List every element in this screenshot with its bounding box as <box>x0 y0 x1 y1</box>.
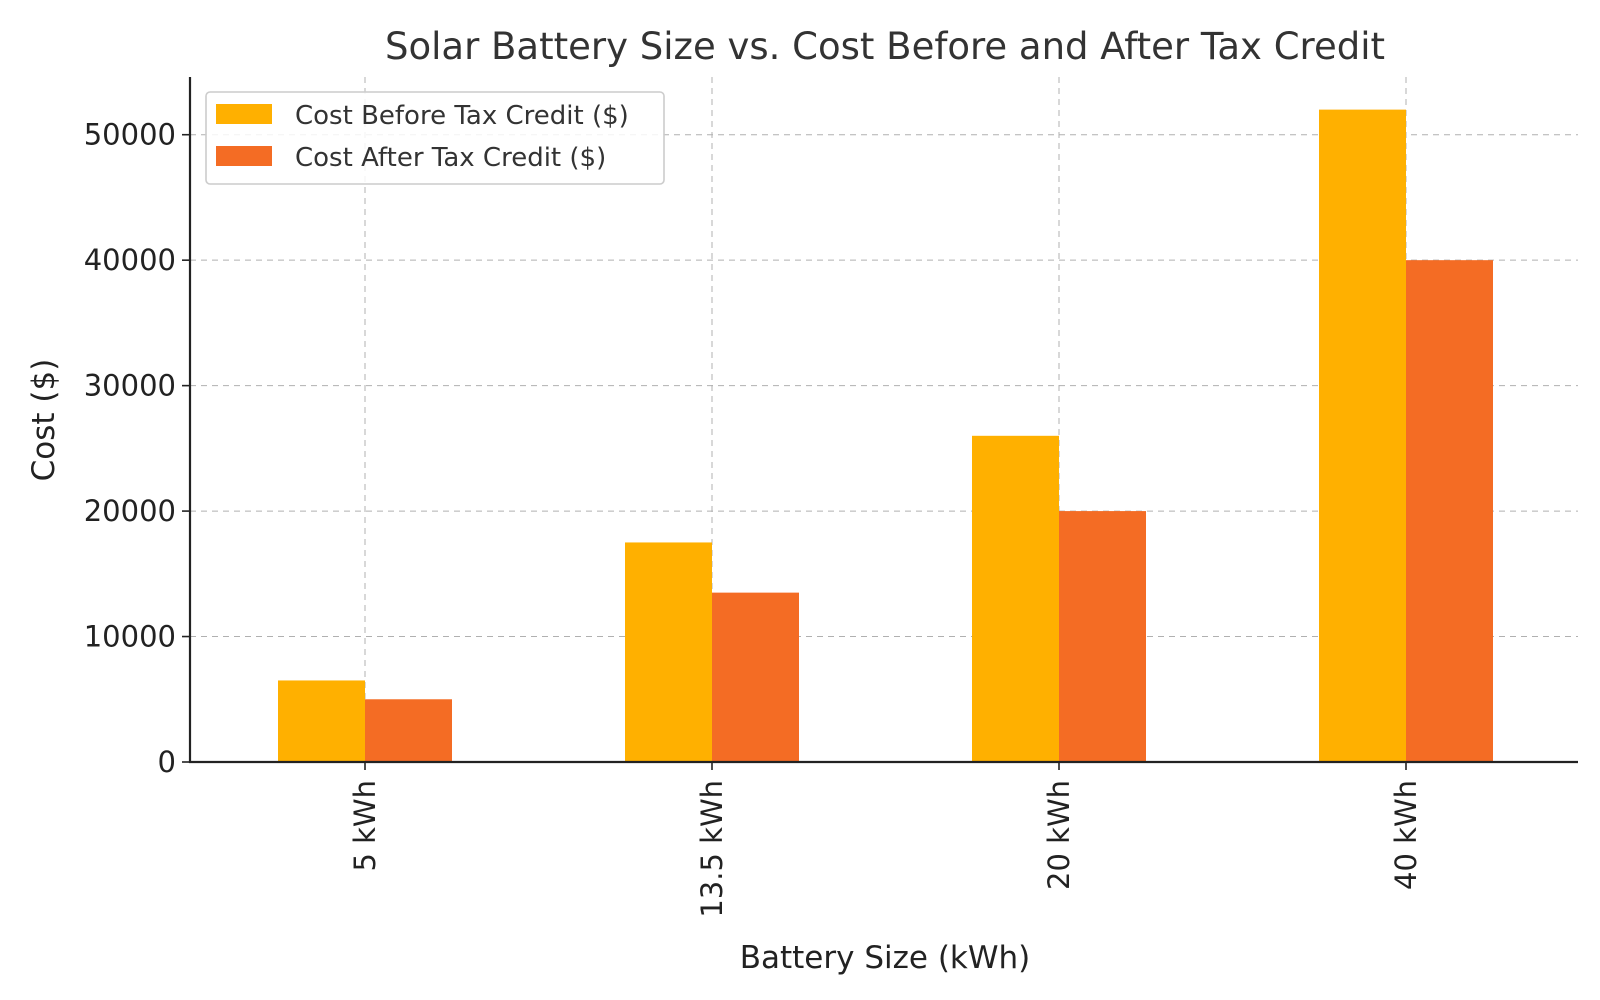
bar-before-3 <box>972 435 1059 762</box>
legend-swatch-before <box>216 104 272 124</box>
bar-before-1 <box>278 680 365 762</box>
x-tick-label: 20 kWh <box>1042 780 1076 890</box>
y-tick-label: 10000 <box>84 620 176 654</box>
x-tick-label: 13.5 kWh <box>695 780 729 918</box>
bar-after-3 <box>1059 511 1146 762</box>
bar-before-2 <box>625 542 712 762</box>
legend-label-before: Cost Before Tax Credit ($) <box>295 101 629 131</box>
y-axis-title: Cost ($) <box>26 359 62 482</box>
y-tick-label: 30000 <box>84 369 176 403</box>
legend-swatch-after <box>216 146 272 166</box>
ticks: 0 10000 20000 30000 40000 50000 5 kWh 13.5 kWh 2… <box>84 118 1423 918</box>
axes <box>188 77 1578 764</box>
legend-box <box>205 91 665 185</box>
bars <box>278 109 1493 763</box>
x-axis-title: Battery Size (kWh) <box>740 940 1031 976</box>
y-tick-label: 0 <box>158 745 176 779</box>
y-tick-label: 50000 <box>84 118 176 152</box>
bar-after-2 <box>712 592 799 762</box>
bar-after-4 <box>1406 260 1493 762</box>
bar-after-1 <box>365 699 452 762</box>
chart-title: Solar Battery Size vs. Cost Before and A… <box>385 25 1385 68</box>
y-tick-label: 20000 <box>84 494 176 528</box>
bar-before-4 <box>1319 109 1406 763</box>
legend: Cost Before Tax Credit ($) Cost After Ta… <box>205 91 665 185</box>
legend-label-after: Cost After Tax Credit ($) <box>295 143 606 173</box>
x-tick-label: 5 kWh <box>348 780 382 872</box>
x-tick-label: 40 kWh <box>1389 780 1423 890</box>
y-tick-label: 40000 <box>84 243 176 277</box>
